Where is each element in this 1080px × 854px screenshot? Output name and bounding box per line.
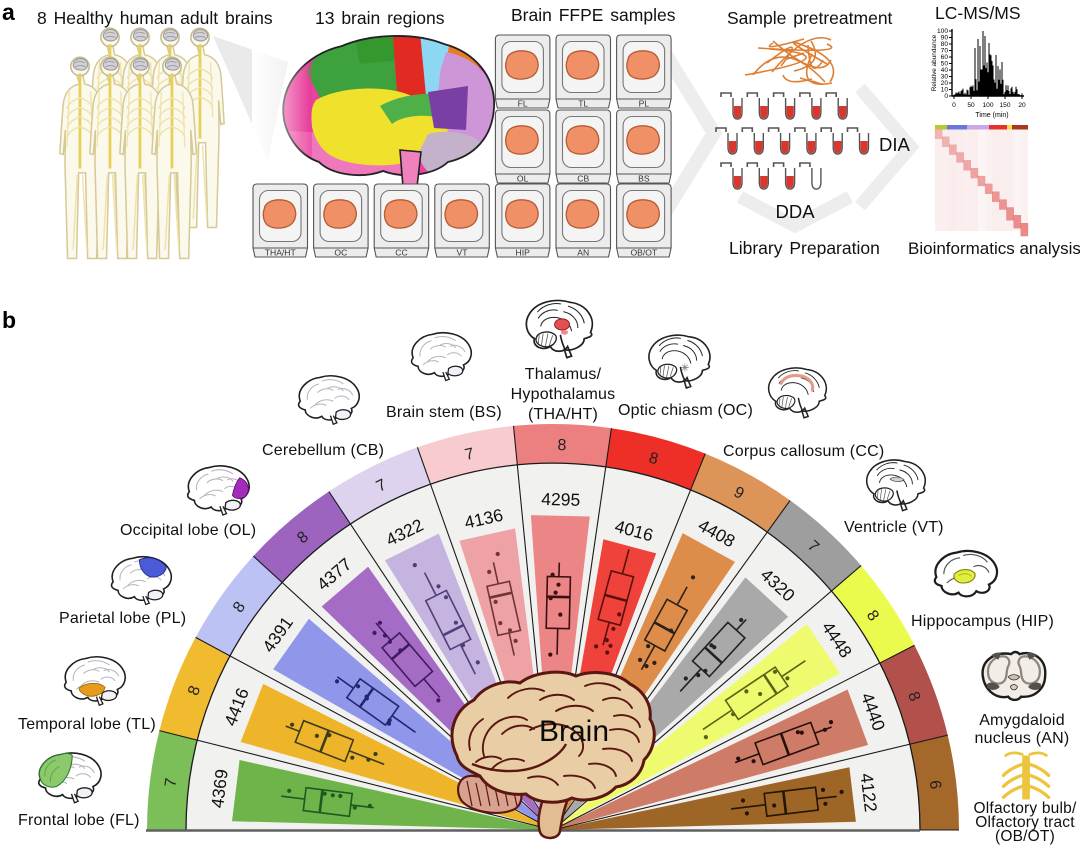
svg-text:Temporal lobe (TL): Temporal lobe (TL) [18, 716, 156, 733]
svg-text:8: 8 [647, 450, 660, 469]
svg-text:60: 60 [941, 54, 949, 61]
svg-text:7: 7 [162, 777, 180, 788]
svg-text:70: 70 [941, 48, 949, 55]
svg-text:Ventricle (VT): Ventricle (VT) [844, 519, 944, 536]
svg-text:Hippocampus (HIP): Hippocampus (HIP) [911, 613, 1054, 630]
svg-text:THA/HT: THA/HT [265, 248, 297, 258]
svg-text:13 brain regions: 13 brain regions [315, 8, 445, 28]
svg-text:Optic chiasm (OC): Optic chiasm (OC) [618, 402, 753, 419]
svg-text:b: b [2, 307, 16, 333]
svg-text:50: 50 [941, 61, 949, 68]
svg-text:8: 8 [557, 437, 566, 454]
svg-text:Olfactory bulb/: Olfactory bulb/ [974, 800, 1077, 817]
svg-text:10: 10 [941, 87, 949, 94]
svg-text:Thalamus/: Thalamus/ [525, 366, 602, 383]
svg-text:CC: CC [395, 248, 407, 258]
svg-text:Relative abundance: Relative abundance [931, 34, 938, 91]
svg-text:Brain FFPE samples: Brain FFPE samples [511, 5, 676, 25]
svg-text:Library Preparation: Library Preparation [729, 238, 880, 258]
svg-text:CB: CB [577, 174, 589, 184]
svg-text:20: 20 [1018, 102, 1026, 109]
svg-text:7: 7 [463, 445, 475, 464]
svg-text:Sample pretreatment: Sample pretreatment [727, 8, 893, 28]
svg-text:LC-MS/MS: LC-MS/MS [935, 3, 1021, 23]
svg-text:BS: BS [638, 174, 650, 184]
svg-text:Corpus callosum (CC): Corpus callosum (CC) [723, 443, 884, 460]
svg-text:0: 0 [952, 102, 956, 109]
svg-text:Brain stem (BS): Brain stem (BS) [386, 404, 502, 421]
svg-text:VT: VT [457, 248, 469, 258]
svg-text:4122: 4122 [857, 772, 881, 813]
svg-text:AN: AN [577, 248, 589, 258]
svg-text:FL: FL [518, 99, 528, 109]
svg-text:HIP: HIP [515, 248, 530, 258]
svg-text:Bioinformatics analysis: Bioinformatics analysis [908, 239, 1080, 258]
svg-text:(THA/HT): (THA/HT) [528, 406, 598, 423]
svg-text:40: 40 [941, 67, 949, 74]
svg-text:50: 50 [967, 102, 975, 109]
svg-text:4369: 4369 [207, 768, 232, 809]
svg-text:150: 150 [999, 102, 1010, 109]
svg-text:TL: TL [578, 99, 588, 109]
svg-text:OL: OL [517, 174, 529, 184]
svg-text:DDA: DDA [775, 201, 815, 222]
svg-text:30: 30 [941, 74, 949, 81]
svg-text:Time (min): Time (min) [975, 112, 1008, 119]
svg-text:4295: 4295 [541, 489, 580, 510]
svg-text:PL: PL [639, 99, 650, 109]
svg-text:(OB/OT): (OB/OT) [995, 828, 1055, 845]
svg-text:100: 100 [982, 102, 993, 109]
svg-text:OC: OC [334, 248, 347, 258]
svg-text:20: 20 [941, 80, 949, 87]
svg-text:Hypothalamus: Hypothalamus [511, 386, 616, 403]
svg-text:OB/OT: OB/OT [630, 248, 657, 258]
svg-text:0: 0 [944, 93, 948, 100]
svg-text:Parietal lobe (PL): Parietal lobe (PL) [59, 610, 186, 627]
svg-text:nucleus (AN): nucleus (AN) [975, 730, 1070, 747]
svg-text:DIA: DIA [879, 134, 911, 155]
svg-text:Occipital lobe (OL): Occipital lobe (OL) [120, 522, 256, 539]
svg-text:Cerebellum (CB): Cerebellum (CB) [262, 442, 384, 459]
svg-text:Frontal lobe (FL): Frontal lobe (FL) [18, 812, 140, 829]
svg-text:a: a [2, 0, 15, 25]
svg-text:90: 90 [941, 35, 949, 42]
svg-text:Amygdaloid: Amygdaloid [979, 712, 1065, 729]
svg-text:Brain: Brain [539, 715, 609, 748]
svg-text:Olfactory tract: Olfactory tract [975, 814, 1075, 831]
svg-text:6: 6 [926, 779, 944, 790]
svg-text:80: 80 [941, 41, 949, 48]
svg-text:100: 100 [937, 28, 948, 35]
svg-text:8 Healthy human adult brains: 8 Healthy human adult brains [37, 8, 273, 28]
